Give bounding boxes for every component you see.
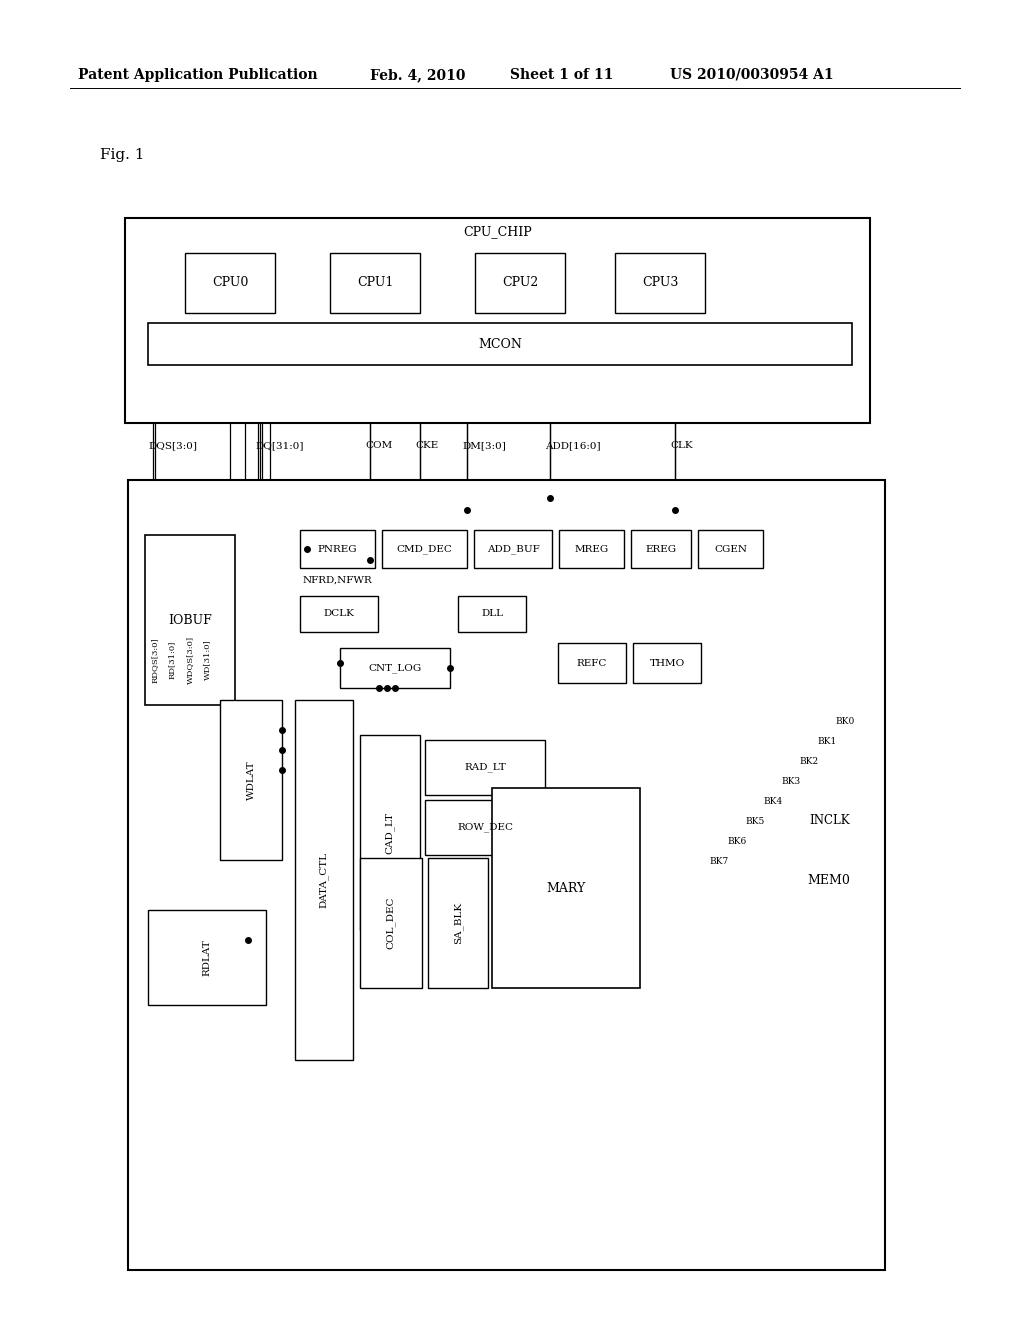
Bar [572,785,758,1175]
Text: EREG: EREG [645,544,677,553]
Text: ROW_DEC: ROW_DEC [457,822,513,833]
Bar [300,597,378,632]
Text: CNT_LOG: CNT_LOG [369,663,422,673]
Bar [475,253,565,313]
Bar [536,744,794,1214]
Bar [590,805,740,1155]
Bar [474,531,552,568]
Text: DLL: DLL [481,610,503,619]
Bar [631,531,691,568]
Text: THMO: THMO [649,659,685,668]
Bar [145,535,234,705]
Bar [698,531,763,568]
Bar [458,597,526,632]
Text: MEM0: MEM0 [807,874,850,887]
Bar [492,788,640,987]
Text: DCLK: DCLK [324,610,354,619]
Text: NFRD,NFWR: NFRD,NFWR [303,576,373,585]
Text: Patent Application Publication: Patent Application Publication [78,69,317,82]
Bar [340,648,450,688]
Text: COL_DEC: COL_DEC [386,896,396,949]
Text: CGEN: CGEN [714,544,746,553]
Text: PNREG: PNREG [317,544,357,553]
Text: DQS[3:0]: DQS[3:0] [148,441,197,450]
Text: ADD_BUF: ADD_BUF [486,544,540,554]
Text: Sheet 1 of 11: Sheet 1 of 11 [510,69,613,82]
Text: CMD_DEC: CMD_DEC [396,544,453,554]
Bar [608,825,722,1135]
Text: IOBUF: IOBUF [168,614,212,627]
Text: MCON: MCON [478,338,522,351]
Text: WDQS[3:0]: WDQS[3:0] [186,636,194,684]
Bar [425,800,545,855]
Text: MREG: MREG [574,544,608,553]
Bar [382,531,467,568]
Text: RAD_LT: RAD_LT [464,763,506,772]
Bar [518,725,812,1236]
Text: REFC: REFC [577,659,607,668]
Text: RDLAT: RDLAT [203,939,212,975]
Text: INCLK: INCLK [809,813,850,826]
Text: DM[3:0]: DM[3:0] [462,441,506,450]
Text: MARY: MARY [547,882,586,895]
Bar [428,858,488,987]
Bar [148,323,852,366]
Text: BK3: BK3 [781,777,800,785]
Bar [425,741,545,795]
Text: WD[31:0]: WD[31:0] [203,640,211,680]
Bar [330,253,420,313]
Bar [554,766,776,1195]
Text: ADD[16:0]: ADD[16:0] [545,441,601,450]
Bar [220,700,282,861]
Text: COM: COM [365,441,392,450]
Text: Fig. 1: Fig. 1 [100,148,144,162]
Bar [360,858,422,987]
Text: CLK: CLK [670,441,692,450]
Text: US 2010/0030954 A1: US 2010/0030954 A1 [670,69,834,82]
Bar [360,735,420,931]
Bar [300,531,375,568]
Text: BK6: BK6 [727,837,746,846]
Text: BK4: BK4 [763,797,782,807]
Text: BK2: BK2 [799,756,818,766]
Bar [626,845,705,1115]
Bar [615,253,705,313]
Text: CPU1: CPU1 [356,276,393,289]
Bar [185,253,275,313]
Text: Feb. 4, 2010: Feb. 4, 2010 [370,69,466,82]
Text: BK1: BK1 [817,737,837,746]
Text: BK0: BK0 [835,717,854,726]
Text: CKE: CKE [415,441,438,450]
Text: DATA_CTL: DATA_CTL [319,851,329,908]
Bar [559,531,624,568]
Bar [128,480,885,1270]
Bar [558,643,626,682]
Text: CAD_LT: CAD_LT [385,812,395,854]
Text: CPU_CHIP: CPU_CHIP [463,226,531,239]
Text: BK5: BK5 [745,817,764,826]
Bar [148,909,266,1005]
Text: CPU3: CPU3 [642,276,678,289]
Text: WDLAT: WDLAT [247,760,256,800]
Text: CPU0: CPU0 [212,276,248,289]
Bar [125,218,870,422]
Text: RD[31:0]: RD[31:0] [168,640,176,680]
Bar [295,700,353,1060]
Bar [633,643,701,682]
Text: RDQS[3:0]: RDQS[3:0] [151,638,159,682]
Bar [500,705,830,1255]
Text: CPU2: CPU2 [502,276,539,289]
Text: SA_BLK: SA_BLK [454,902,463,944]
Text: BK7: BK7 [709,857,728,866]
Text: DQ[31:0]: DQ[31:0] [255,441,303,450]
